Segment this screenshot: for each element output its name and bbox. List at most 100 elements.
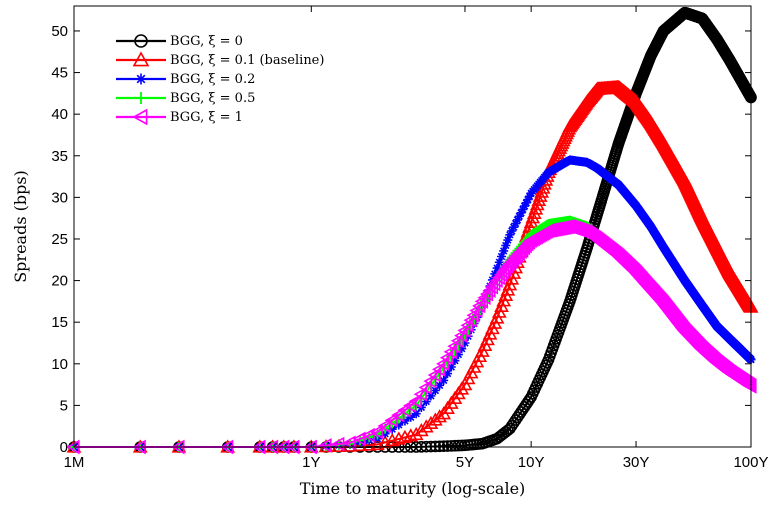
data-point <box>430 386 440 396</box>
y-tick-label: 25 <box>51 231 68 248</box>
legend-label: BGG, ξ = 0.2 <box>170 72 255 87</box>
data-point <box>479 286 494 302</box>
data-point <box>418 380 432 395</box>
data-point <box>439 375 449 385</box>
data-point <box>509 222 519 232</box>
data-point <box>503 235 513 245</box>
legend-item: BGG, ξ = 1 <box>116 108 243 126</box>
series-1 <box>66 79 759 453</box>
data-point <box>400 416 410 426</box>
legend-label: BGG, ξ = 1 <box>170 110 243 125</box>
legend-label: BGG, ξ = 0.1 (baseline) <box>170 53 324 68</box>
data-point <box>450 333 464 349</box>
legend-item: BGG, ξ = 0.5 <box>116 91 255 106</box>
x-tick-label: 30Y <box>623 454 650 471</box>
x-axis-label: Time to maturity (log-scale) <box>300 479 526 498</box>
y-tick-label: 5 <box>60 397 68 414</box>
y-tick-label: 45 <box>51 65 68 82</box>
y-tick-label: 50 <box>51 23 68 40</box>
data-point <box>743 378 757 394</box>
data-point <box>408 426 424 441</box>
y-tick-label: 30 <box>51 189 68 206</box>
data-point <box>501 240 511 250</box>
data-point <box>525 210 541 224</box>
data-point <box>490 269 500 279</box>
data-point <box>492 263 502 273</box>
data-point <box>352 431 366 447</box>
y-tick-label: 40 <box>51 106 68 123</box>
legend-item: BGG, ξ = 0.1 (baseline) <box>116 51 324 68</box>
data-point <box>484 279 499 295</box>
data-point <box>361 427 375 443</box>
data-point <box>439 350 454 366</box>
data-point <box>518 204 528 214</box>
data-point <box>432 409 447 423</box>
data-point <box>496 264 510 280</box>
x-tick-label: 100Y <box>733 454 768 471</box>
data-point <box>435 380 445 390</box>
data-point <box>406 412 416 422</box>
series-line <box>74 86 752 448</box>
y-axis-label: Spreads (bps) <box>11 170 30 283</box>
data-point <box>482 283 496 298</box>
x-tick-label: 5Y <box>456 454 474 471</box>
data-point <box>523 393 536 406</box>
data-point <box>489 273 503 288</box>
x-tick-label: 1M <box>64 454 85 471</box>
data-point <box>384 412 398 428</box>
x-axis: 1M 1Y 5Y 10Y 30Y 100Y <box>64 6 769 471</box>
data-point <box>134 34 148 48</box>
data-point <box>460 338 470 348</box>
data-point <box>525 191 535 201</box>
data-point <box>457 323 471 338</box>
data-point <box>318 438 332 453</box>
legend-label: BGG, ξ = 0 <box>170 34 243 49</box>
data-point <box>443 344 457 360</box>
data-point <box>394 420 404 430</box>
data-point <box>446 362 456 372</box>
data-point <box>511 219 521 229</box>
data-point <box>413 386 427 402</box>
data-point <box>433 440 446 453</box>
data-point <box>377 418 391 434</box>
data-point <box>387 424 397 434</box>
data-point <box>491 270 505 286</box>
data-point <box>411 409 421 419</box>
data-point <box>523 195 533 205</box>
data-point <box>523 214 539 228</box>
data-point <box>431 361 446 377</box>
data-point <box>493 267 508 283</box>
y-tick-label: 20 <box>51 273 68 290</box>
data-point <box>507 226 517 236</box>
data-point <box>408 393 422 409</box>
data-point <box>397 429 413 444</box>
data-point <box>397 402 411 418</box>
data-point <box>369 424 384 440</box>
data-point <box>423 373 437 389</box>
y-tick-label: 10 <box>51 356 68 373</box>
data-point <box>426 391 436 401</box>
legend-item: BGG, ξ = 0.2 <box>116 72 255 87</box>
data-point <box>494 257 504 267</box>
data-point <box>477 290 491 306</box>
data-point <box>505 230 515 240</box>
legend: BGG, ξ = 0 BGG, ξ = 0.1 (baseline) BGG, ξ … <box>116 34 324 126</box>
x-tick-label: 1Y <box>302 454 320 471</box>
data-point <box>485 281 495 291</box>
y-axis: 0 5 10 15 20 25 30 35 40 45 50 <box>51 23 751 456</box>
data-point <box>441 440 454 452</box>
legend-label: BGG, ξ = 0.5 <box>170 91 255 106</box>
data-point <box>520 201 530 211</box>
data-point <box>521 198 531 208</box>
data-point <box>516 208 526 218</box>
data-point <box>391 407 405 423</box>
series-4 <box>66 219 757 455</box>
data-point <box>135 73 147 85</box>
data-point <box>413 422 429 437</box>
data-point <box>497 252 507 262</box>
data-point <box>423 415 439 429</box>
data-point <box>500 259 514 274</box>
x-tick-label: 10Y <box>518 454 545 471</box>
y-tick-label: 35 <box>51 148 68 165</box>
